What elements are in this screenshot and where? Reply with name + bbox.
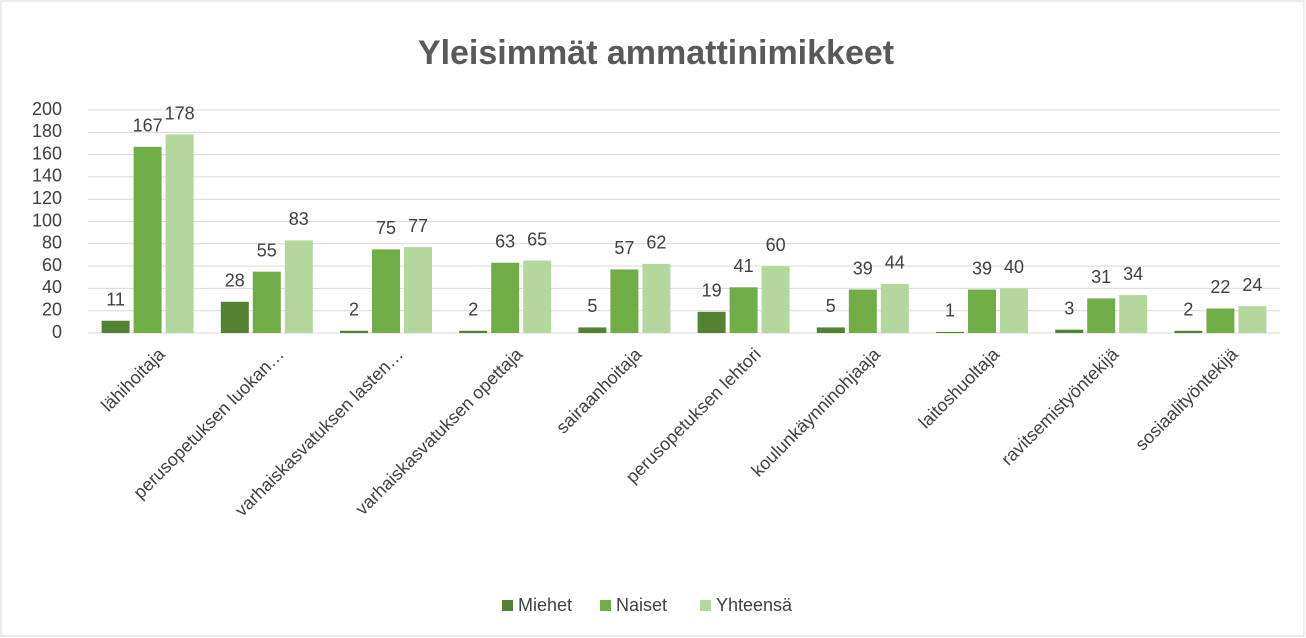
data-label: 5 <box>826 296 836 316</box>
bar <box>729 287 758 333</box>
legend-label: Naiset <box>616 595 667 615</box>
y-tick-label: 60 <box>42 255 62 275</box>
data-label: 2 <box>349 300 359 320</box>
data-label: 40 <box>1004 257 1024 277</box>
y-tick-label: 80 <box>42 233 62 253</box>
bar <box>459 330 488 333</box>
bar <box>1119 295 1148 333</box>
bar <box>252 271 281 333</box>
bar <box>697 311 726 333</box>
data-label: 41 <box>734 256 754 276</box>
bar <box>165 134 194 333</box>
y-tick-label: 200 <box>32 99 62 119</box>
data-label: 28 <box>225 271 245 291</box>
legend-label: Miehet <box>518 595 572 615</box>
bar <box>816 327 845 333</box>
data-label: 2 <box>1183 300 1193 320</box>
bar <box>610 269 639 333</box>
data-label: 39 <box>853 258 873 278</box>
bar <box>523 260 552 333</box>
data-label: 24 <box>1242 275 1262 295</box>
data-label: 55 <box>257 240 277 260</box>
data-label: 62 <box>646 233 666 253</box>
data-label: 65 <box>527 229 547 249</box>
y-tick-label: 0 <box>52 322 62 342</box>
y-tick-label: 40 <box>42 277 62 297</box>
data-label: 75 <box>376 218 396 238</box>
data-label: 19 <box>702 281 722 301</box>
data-label: 83 <box>289 209 309 229</box>
bar <box>1000 288 1028 333</box>
bar <box>491 262 520 333</box>
bar <box>1206 308 1235 333</box>
y-tick-label: 20 <box>42 299 62 319</box>
y-tick-label: 180 <box>32 121 62 141</box>
data-label: 2 <box>468 300 478 320</box>
data-label: 77 <box>408 216 428 236</box>
data-label: 57 <box>614 238 634 258</box>
bar <box>284 240 313 333</box>
data-label: 167 <box>133 116 163 136</box>
bar <box>1238 306 1267 333</box>
data-label: 1 <box>945 301 955 321</box>
data-label: 63 <box>495 232 515 252</box>
bar <box>848 289 877 333</box>
bar <box>372 249 400 333</box>
data-label: 44 <box>885 253 905 273</box>
data-label: 31 <box>1091 267 1111 287</box>
data-label: 11 <box>106 289 125 309</box>
bar <box>340 330 368 333</box>
chart-title: Yleisimmät ammattinimikkeet <box>418 34 894 72</box>
data-label: 22 <box>1210 277 1230 297</box>
bar <box>404 247 432 333</box>
bar <box>880 283 909 333</box>
legend-swatch <box>600 600 611 611</box>
legend-swatch <box>502 600 513 611</box>
y-tick-label: 120 <box>32 188 62 208</box>
bar <box>1055 329 1084 333</box>
bar <box>936 331 964 333</box>
bar <box>1174 330 1203 333</box>
data-label: 34 <box>1123 264 1143 284</box>
bar <box>578 327 607 333</box>
y-tick-label: 100 <box>32 210 62 230</box>
y-tick-label: 140 <box>32 166 62 186</box>
bar <box>761 266 790 333</box>
bar <box>220 301 249 333</box>
bar <box>968 289 996 333</box>
bar <box>1087 298 1116 333</box>
bar <box>133 146 162 333</box>
data-label: 39 <box>972 258 992 278</box>
data-label: 5 <box>587 296 597 316</box>
legend-swatch <box>700 600 711 611</box>
bar <box>642 263 671 333</box>
data-label: 3 <box>1064 298 1074 318</box>
y-tick-label: 160 <box>32 143 62 163</box>
legend-label: Yhteensä <box>716 595 793 615</box>
data-label: 60 <box>766 235 786 255</box>
data-label: 178 <box>165 103 195 123</box>
bar <box>101 320 130 333</box>
